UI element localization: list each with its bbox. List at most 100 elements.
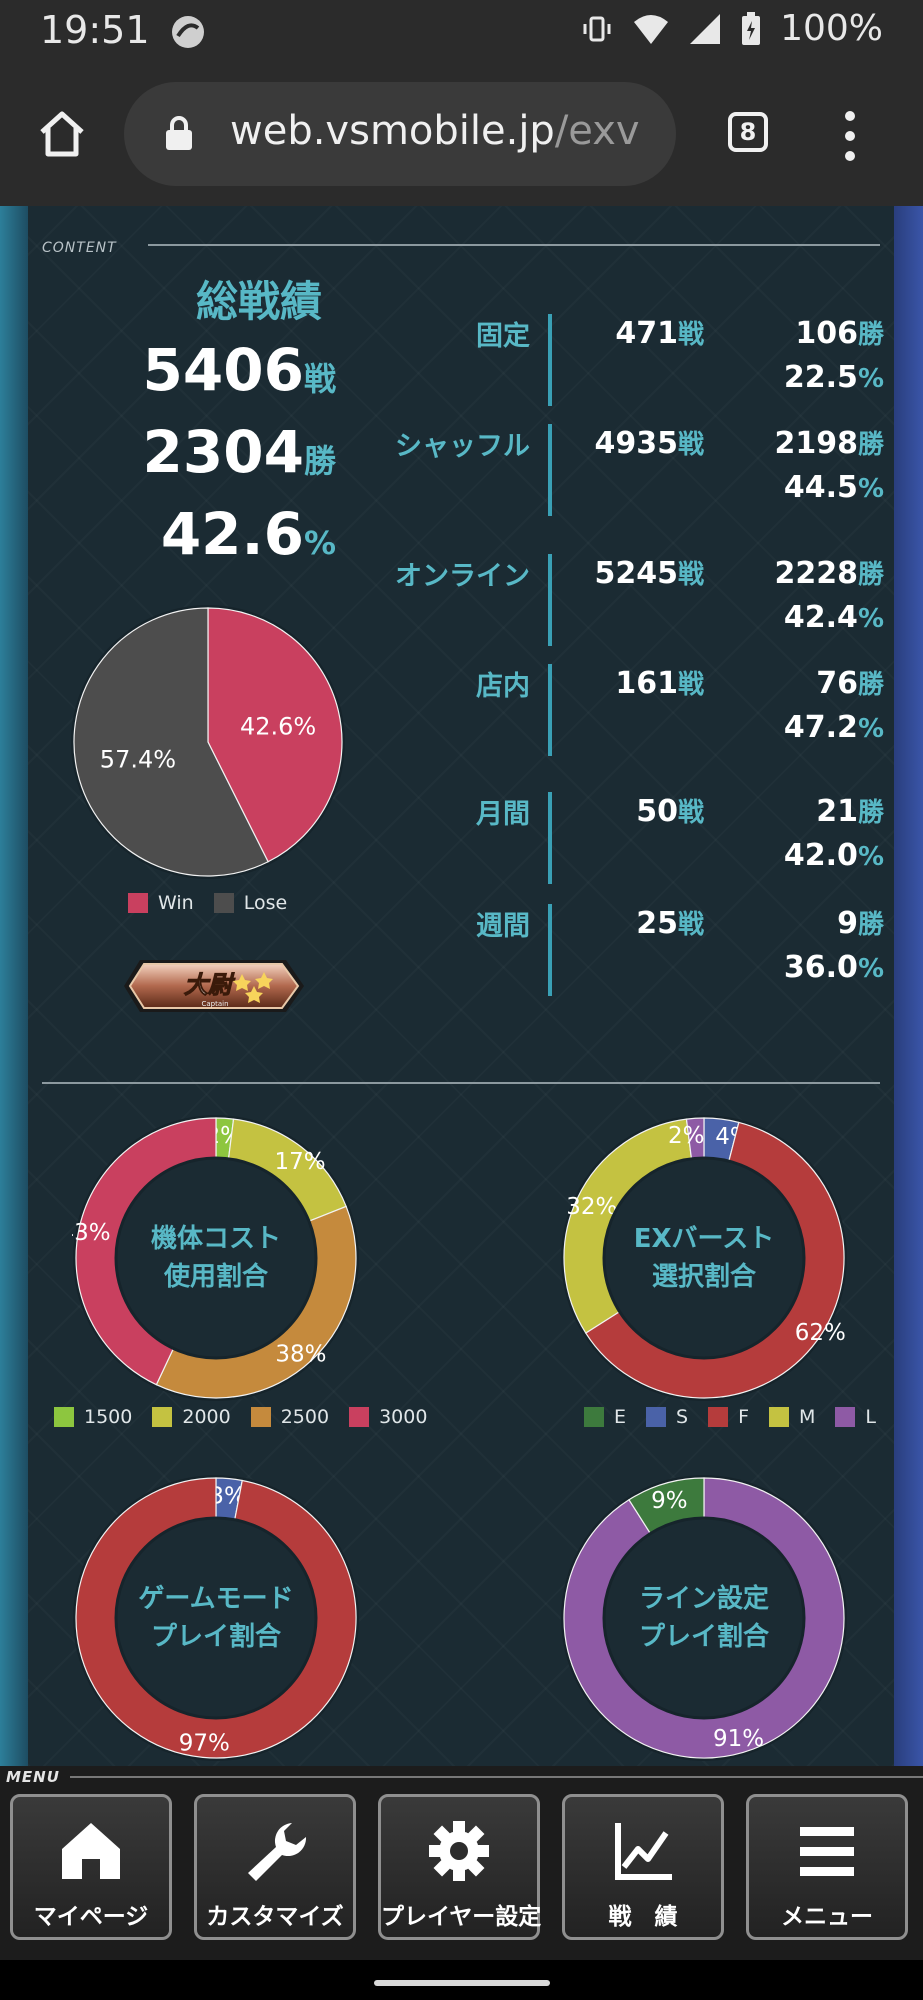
signal-icon [690,13,721,44]
wins-value: 9 [837,906,858,941]
rate-unit: % [857,474,884,504]
wins-value: 2228 [774,556,858,591]
app-notification-icon [172,16,204,48]
chart-data-label: 38% [275,1341,326,1367]
ex-burst-legend: E S F M L [584,1406,888,1428]
menu-menu-button[interactable]: メニュー [746,1794,908,1940]
stat-row-label: 固定 [476,321,530,352]
wins-unit: 勝 [857,798,884,828]
menu-record-button[interactable]: 戦 績 [562,1794,724,1940]
legend-swatch [152,1407,173,1427]
ex-burst-donut-chart: 4%62%32%2% [561,1115,847,1401]
donut-hole [114,1156,318,1360]
stat-row-wins: 2228勝 [774,554,884,591]
rate-unit: % [857,954,884,984]
legend-swatch [835,1407,856,1427]
stat-row-label: 店内 [476,671,530,702]
menu-heading: MENU [6,1768,60,1786]
more-options-icon[interactable] [838,108,862,164]
stat-row-battles: 4935戦 [594,424,704,461]
browser-toolbar: web.vsmobile.jp/exv 8 [0,64,923,206]
wins-value: 21 [816,794,858,829]
rate-value: 42.0 [783,838,858,873]
stat-row-rate: 47.2% [784,710,884,745]
total-win-rate: 42.6% [161,500,336,568]
stat-row-battles: 5245戦 [594,554,704,591]
rate-value: 42.4 [783,600,858,635]
status-bar: 19:51 100% [0,0,923,64]
cost-usage-chart-title: 機体コスト 使用割合 [116,1220,316,1296]
legend-label: 3000 [379,1406,428,1428]
gear-icon [429,1821,489,1881]
legend-swatch [349,1407,370,1427]
title-line: ゲームモード [138,1584,294,1614]
stat-row-battles: 471戦 [615,314,704,351]
donut-hole [114,1516,318,1720]
rate-unit: % [857,604,884,634]
wins-value: 106 [795,316,858,351]
battery-icon [742,11,761,45]
chart-data-label: 62% [795,1320,846,1346]
bottom-menu: MENU マイページ カスタマイズ プレイヤー [0,1766,923,1960]
chart-data-label: 2% [668,1123,705,1149]
title-line: 機体コスト [150,1224,281,1254]
legend-swatch [54,1407,74,1427]
home-icon[interactable] [38,110,86,158]
battles-unit: 戦 [677,320,704,350]
donut-hole [602,1516,806,1720]
stat-row-rate: 36.0% [784,950,884,985]
legend-label: F [738,1406,750,1428]
menu-mypage-button[interactable]: マイページ [10,1794,172,1940]
vibrate-icon [583,16,611,41]
home-gesture-pill[interactable] [374,1980,550,1986]
legend-swatch [769,1407,790,1427]
stat-row-rate: 44.5% [784,470,884,505]
rate-unit: % [857,714,884,744]
stat-row-label: オンライン [395,561,530,592]
stat-row-label: 週間 [476,911,530,942]
total-wins-value: 2304 [142,418,304,486]
total-wins: 2304勝 [143,418,336,486]
wins-value: 76 [816,666,858,701]
rank-badge-icon: 大尉 Captain [124,960,304,1012]
tab-switcher-button[interactable]: 8 [728,112,768,152]
stat-row-rate: 42.4% [784,600,884,635]
legend-lose-swatch [213,893,234,913]
legend-swatch [250,1407,271,1427]
game-mode-chart-title: ゲームモード プレイ割合 [116,1580,316,1656]
chart-slice [73,607,269,877]
rate-value: 47.2 [783,710,858,745]
row-separator [548,792,552,884]
menu-divider [70,1776,923,1778]
menu-customize-button[interactable]: カスタマイズ [194,1794,356,1940]
wins-value: 2198 [774,426,858,461]
wrench-icon [248,1823,307,1881]
cost-usage-donut-chart: 2%17%38%43% [72,1115,359,1401]
battles-unit: 戦 [677,430,704,460]
address-bar[interactable]: web.vsmobile.jp/exv [124,82,676,186]
battery-level: 100% [780,8,883,49]
menu-label: プレイヤー設定 [381,1904,542,1930]
stat-row-wins: 106勝 [795,314,884,351]
stat-row-battles: 161戦 [615,664,704,701]
legend-lose-label: Lose [243,892,288,914]
wins-unit: 勝 [857,560,884,590]
cost-usage-legend: 1500 2000 2500 3000 [54,1406,439,1428]
rate-value: 36.0 [783,950,858,985]
battles-value: 5245 [594,556,678,591]
battles-value: 161 [615,666,678,701]
stat-row-wins: 2198勝 [774,424,884,461]
menu-label: 戦 績 [608,1904,678,1930]
win-lose-pie-chart: 42.6% 57.4% [71,605,345,879]
stat-row-battles: 50戦 [636,792,704,829]
stat-row-wins: 9勝 [837,904,884,941]
menu-player-settings-button[interactable]: プレイヤー設定 [378,1794,542,1940]
battles-value: 25 [636,906,678,941]
legend-label: E [614,1406,627,1428]
battles-unit: 戦 [677,910,704,940]
battles-unit: 戦 [677,670,704,700]
stat-row-battles: 25戦 [636,904,704,941]
legend-label: 1500 [84,1406,133,1428]
total-battles-value: 5406 [142,336,304,404]
status-time: 19:51 [40,8,150,52]
